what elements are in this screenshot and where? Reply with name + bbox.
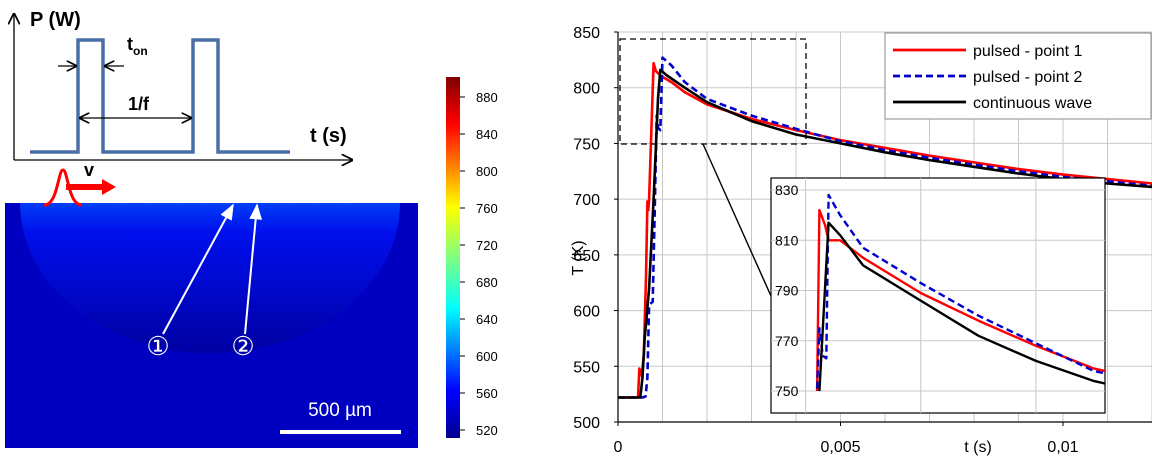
- ton-label: ton: [127, 34, 148, 58]
- point2-pointer: [244, 203, 263, 335]
- x-tick-label: 0: [614, 439, 623, 456]
- hot-spots: [41, 203, 369, 231]
- scan-arrow-head: [102, 179, 116, 195]
- pulse-schematic: P (W) t (s) ton 1/f: [14, 9, 352, 160]
- legend-label: pulsed - point 1: [973, 43, 1083, 60]
- colorbar-tick-label: 880: [476, 90, 498, 105]
- zoom-region-box: [619, 38, 807, 145]
- x-axis-label: t (s): [964, 439, 992, 456]
- inset-series-line: [818, 221, 1106, 392]
- inset-y-tick-label: 830: [775, 182, 799, 198]
- period-label: 1/f: [128, 94, 150, 114]
- temperature-field: v ① ② 500 µm: [5, 160, 418, 448]
- colorbar-tick-label: 720: [476, 238, 498, 253]
- y-tick-label: 750: [573, 136, 600, 153]
- y-axis-label: T (K): [570, 240, 587, 275]
- colorbar-tick-label: 840: [476, 127, 498, 142]
- point1-pointer: [162, 203, 234, 335]
- inset-y-tick-label: 770: [775, 333, 799, 349]
- colorbar: 880 840 800 760 720 680 640 600 560 520: [446, 77, 498, 438]
- y-tick-label: 600: [573, 304, 600, 321]
- y-tick-label: 850: [573, 25, 600, 42]
- series-line: [618, 56, 1152, 399]
- legend-items: pulsed - point 1 pulsed - point 2 continuo…: [893, 43, 1092, 112]
- pulse-train: [30, 38, 290, 154]
- colorbar-gradient: [446, 77, 460, 438]
- legend-label: continuous wave: [973, 95, 1092, 112]
- y-tick-label: 500: [573, 415, 600, 432]
- line-chart: 500 550 600 650 700 750 800 850 0 0,005 0,01 T (K)…: [570, 25, 1152, 456]
- legend: pulsed - point 1 pulsed - point 2 continuo…: [884, 32, 1152, 120]
- x-tick-label: 0,005: [820, 439, 860, 456]
- colorbar-tick-label: 600: [476, 349, 498, 364]
- main-axes: 500 550 600 650 700 750 800 850 0 0,005 0,01: [573, 25, 1152, 456]
- inset-y-tick-label: 750: [775, 383, 799, 399]
- inset-series: [815, 193, 1106, 392]
- inset-ticks: 830 810 790 770 750: [775, 182, 799, 399]
- inset-chart: 830 810 790 770 750: [770, 177, 1106, 414]
- x-tick-label: 0,01: [1047, 439, 1078, 456]
- point2-label: ②: [231, 331, 254, 361]
- colorbar-tick-label: 680: [476, 275, 498, 290]
- velocity-label: v: [84, 160, 94, 180]
- colorbar-tick-label: 760: [476, 201, 498, 216]
- time-axis-label: t (s): [310, 125, 347, 147]
- colorbar-ticks: 880 840 800 760 720 680 640 600 560 520: [460, 90, 498, 438]
- power-axis-label: P (W): [30, 9, 81, 31]
- series-line: [618, 68, 1152, 399]
- point1-label: ①: [146, 331, 169, 361]
- heated-zone: [20, 203, 400, 353]
- laser-profile: [43, 168, 83, 207]
- inset-series-line: [815, 208, 1106, 392]
- laser-beam-marker: v: [43, 160, 116, 207]
- y-tick-label: 800: [573, 81, 600, 98]
- inset-y-tick-label: 810: [775, 232, 799, 248]
- y-tick-label: 550: [573, 359, 600, 376]
- colorbar-tick-label: 560: [476, 386, 498, 401]
- hot-spot: [321, 203, 369, 231]
- main-series: [618, 56, 1152, 399]
- scale-bar-label: 500 µm: [308, 400, 372, 421]
- y-tick-label: 700: [573, 192, 600, 209]
- colorbar-tick-label: 520: [476, 423, 498, 438]
- inset-y-tick-label: 790: [775, 283, 799, 299]
- legend-label: pulsed - point 2: [973, 69, 1083, 86]
- zoom-connector: [702, 143, 772, 297]
- y-tick-label: 650: [573, 248, 600, 265]
- colorbar-tick-label: 800: [476, 164, 498, 179]
- colorbar-tick-label: 640: [476, 312, 498, 327]
